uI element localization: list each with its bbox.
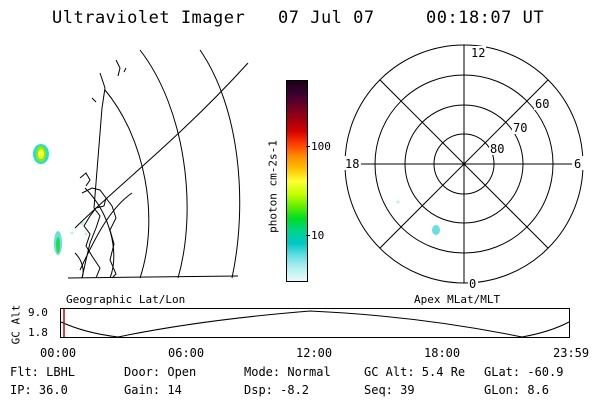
- status-glon: GLon: 8.6: [484, 383, 550, 397]
- observation-time: 00:18:07 UT: [426, 8, 545, 28]
- status-door: Door: Open: [124, 365, 197, 379]
- time-tick-0600: 06:00: [168, 346, 205, 360]
- colorbar-tick-mark: [306, 146, 310, 147]
- map-grid-lines: [67, 49, 249, 279]
- colorbar-tick-100: 100: [311, 140, 331, 153]
- time-tick-1200: 12:00: [296, 346, 333, 360]
- mlt-label-18: 18: [345, 157, 359, 171]
- status-ip: IP: 36.0: [10, 383, 68, 397]
- altitude-curve: [60, 310, 570, 338]
- observation-date: 07 Jul 07: [278, 8, 375, 28]
- status-dsp: Dsp: -8.2: [244, 383, 310, 397]
- time-tick-0000: 00:00: [40, 346, 77, 360]
- status-gc-alt: GC Alt: 5.4 Re: [364, 365, 466, 379]
- apex-polar-plot: 12 18 6 0 60 70 80: [343, 44, 584, 291]
- status-gain: Gain: 14: [124, 383, 182, 397]
- mlat-label-70: 70: [513, 121, 527, 135]
- altitude-plot: [60, 308, 570, 338]
- apex-panel-label: Apex MLat/MLT: [414, 293, 501, 306]
- time-tick-2359: 23:59: [553, 346, 590, 360]
- mlt-label-6: 6: [574, 157, 581, 171]
- status-seq: Seq: 39: [364, 383, 415, 397]
- instrument-title: Ultraviolet Imager: [52, 8, 246, 28]
- geographic-map: [33, 49, 249, 279]
- colorbar-tick-mark: [306, 235, 310, 236]
- coastline: [79, 59, 127, 279]
- altitude-axis-label: GC Alt: [9, 304, 23, 345]
- geographic-panel-label: Geographic Lat/Lon: [66, 293, 186, 306]
- mlat-label-80: 80: [490, 142, 504, 156]
- altitude-tick-low: 1.8: [28, 326, 48, 339]
- time-tick-1800: 18:00: [424, 346, 461, 360]
- colorbar-tick-10: 10: [311, 229, 325, 242]
- status-filter: Flt: LBHL: [10, 365, 76, 379]
- altitude-tick-high: 9.0: [28, 306, 48, 319]
- status-mode: Mode: Normal: [244, 365, 331, 379]
- polar-grid: [344, 44, 584, 284]
- mlt-label-0: 0: [469, 277, 476, 291]
- polar-emission-blobs: [396, 200, 440, 235]
- colorbar: [286, 80, 308, 282]
- mlat-label-60: 60: [535, 97, 549, 111]
- mlt-label-12: 12: [471, 46, 485, 60]
- colorbar-unit-label: photon cm-2s-1: [266, 140, 280, 233]
- aurora-emission-blobs: [33, 144, 88, 255]
- status-glat: GLat: -60.9: [484, 365, 564, 379]
